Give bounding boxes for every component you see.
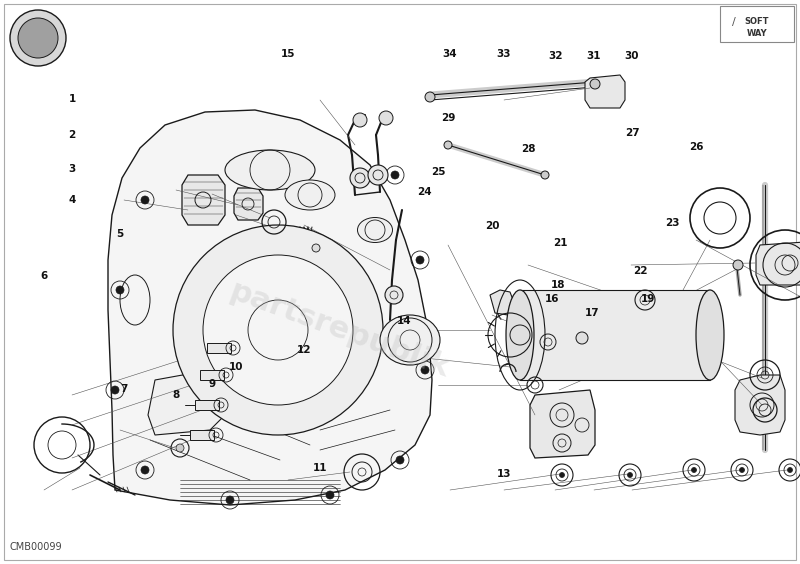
Circle shape	[141, 196, 149, 204]
Polygon shape	[735, 375, 785, 435]
Text: 11: 11	[313, 463, 327, 473]
Circle shape	[379, 111, 393, 125]
Bar	[520, 290, 710, 380]
Bar	[195, 400, 219, 410]
Circle shape	[350, 168, 370, 188]
Circle shape	[425, 92, 435, 102]
Circle shape	[141, 466, 149, 474]
Text: 30: 30	[625, 51, 639, 61]
Text: 24: 24	[417, 187, 431, 197]
Text: WAY: WAY	[746, 29, 767, 37]
Text: 17: 17	[585, 308, 599, 318]
Circle shape	[173, 225, 383, 435]
Circle shape	[576, 332, 588, 344]
Polygon shape	[756, 240, 800, 285]
Text: 10: 10	[229, 362, 243, 372]
Text: 9: 9	[209, 378, 215, 389]
Polygon shape	[182, 175, 225, 225]
Text: 8: 8	[172, 390, 180, 400]
Text: 2: 2	[68, 130, 76, 140]
Bar	[190, 430, 214, 440]
Text: 6: 6	[40, 271, 48, 281]
Text: 22: 22	[633, 266, 647, 276]
Polygon shape	[148, 370, 225, 435]
Text: 1: 1	[68, 94, 76, 104]
Text: 27: 27	[625, 127, 639, 138]
Text: 32: 32	[548, 51, 562, 61]
Text: partsrepublik: partsrepublik	[226, 277, 454, 384]
Ellipse shape	[696, 290, 724, 380]
Circle shape	[416, 256, 424, 264]
Circle shape	[627, 473, 633, 478]
Ellipse shape	[285, 180, 335, 210]
Circle shape	[541, 171, 549, 179]
Polygon shape	[520, 320, 585, 358]
Text: 25: 25	[431, 167, 446, 177]
Circle shape	[787, 468, 793, 473]
Circle shape	[203, 255, 353, 405]
Text: 26: 26	[689, 142, 703, 152]
Text: 19: 19	[641, 294, 655, 304]
Circle shape	[691, 468, 697, 473]
Polygon shape	[530, 390, 595, 458]
Circle shape	[559, 473, 565, 478]
Ellipse shape	[358, 218, 393, 243]
Text: CMB00099: CMB00099	[10, 542, 62, 552]
Text: 21: 21	[553, 237, 567, 248]
Text: 14: 14	[397, 316, 411, 327]
Text: 34: 34	[442, 49, 457, 59]
Text: 31: 31	[586, 51, 601, 61]
Text: 16: 16	[545, 294, 559, 304]
Ellipse shape	[225, 150, 315, 190]
Text: 23: 23	[665, 218, 679, 228]
Circle shape	[444, 141, 452, 149]
Text: 28: 28	[521, 144, 535, 155]
Circle shape	[111, 386, 119, 394]
Circle shape	[368, 165, 388, 185]
Polygon shape	[585, 75, 625, 108]
Circle shape	[739, 468, 745, 473]
Circle shape	[10, 10, 66, 66]
Bar	[200, 370, 224, 380]
Circle shape	[176, 444, 184, 452]
Text: 5: 5	[116, 229, 124, 239]
Ellipse shape	[380, 315, 440, 365]
Circle shape	[590, 79, 600, 89]
Circle shape	[421, 366, 429, 374]
Polygon shape	[490, 290, 515, 315]
Text: SOFT: SOFT	[745, 17, 770, 27]
Circle shape	[385, 286, 403, 304]
Text: 29: 29	[441, 113, 455, 124]
Circle shape	[18, 18, 58, 58]
Circle shape	[326, 491, 334, 499]
Ellipse shape	[506, 290, 534, 380]
Text: 13: 13	[497, 469, 511, 479]
Circle shape	[116, 286, 124, 294]
FancyBboxPatch shape	[720, 6, 794, 42]
Text: 15: 15	[281, 49, 295, 59]
Circle shape	[733, 260, 743, 270]
Text: 20: 20	[485, 221, 499, 231]
Circle shape	[312, 244, 320, 252]
Circle shape	[226, 496, 234, 504]
Text: 12: 12	[297, 345, 311, 355]
Text: 18: 18	[551, 280, 566, 290]
Text: 4: 4	[68, 195, 76, 205]
Polygon shape	[234, 188, 263, 220]
Bar	[207, 343, 231, 353]
Text: 33: 33	[497, 49, 511, 59]
Polygon shape	[108, 110, 432, 505]
Circle shape	[391, 171, 399, 179]
Text: /: /	[732, 17, 736, 27]
Text: 3: 3	[68, 164, 76, 174]
Circle shape	[396, 456, 404, 464]
Circle shape	[353, 113, 367, 127]
Text: 7: 7	[120, 384, 128, 394]
